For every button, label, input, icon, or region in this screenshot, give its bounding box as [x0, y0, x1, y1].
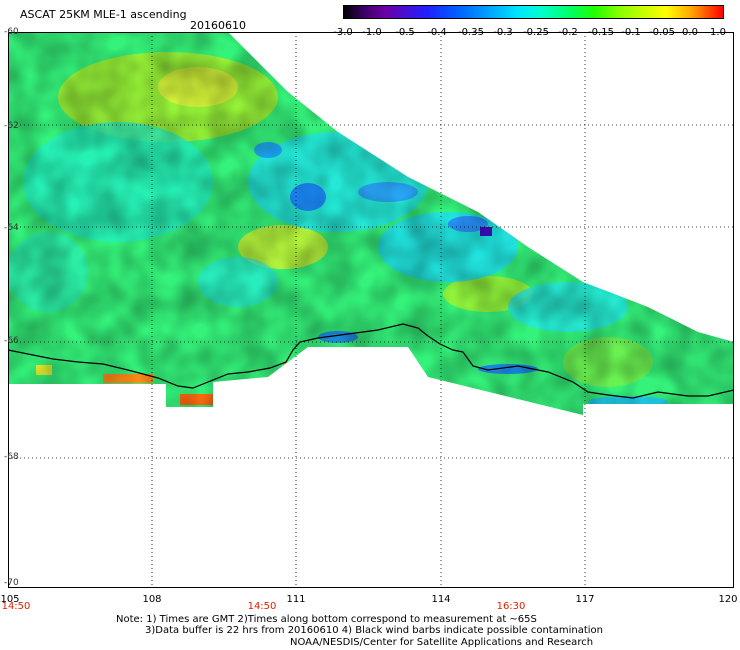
lon-label: 114	[431, 594, 451, 605]
lon-label: 120	[718, 594, 738, 605]
lat-lon-grid	[8, 32, 734, 588]
lat-label: -70	[4, 578, 19, 588]
note-line-1: Note: 1) Times are GMT 2)Times along bot…	[116, 614, 537, 625]
color-scale-bar	[343, 5, 724, 19]
lat-label: -62	[4, 121, 19, 131]
credit-line: NOAA/NESDIS/Center for Satellite Applica…	[290, 637, 594, 648]
lat-label: -68	[4, 452, 19, 462]
lat-label: -66	[4, 336, 19, 346]
note-line-2: 3)Data buffer is 22 hrs from 20160610 4)…	[145, 625, 603, 636]
lon-label: 117	[575, 594, 595, 605]
coastline	[8, 323, 734, 399]
product-title: ASCAT 25KM MLE-1 ascending	[20, 8, 187, 21]
lat-label: -64	[4, 223, 19, 233]
wind-map	[8, 32, 734, 588]
lon-label: 111	[286, 594, 306, 605]
product-date: 20160610	[190, 19, 246, 32]
map-frame	[8, 32, 734, 588]
lon-label: 105	[0, 594, 20, 605]
lat-label: -60	[4, 27, 19, 37]
time-label: 14:50	[1, 601, 31, 612]
time-label: 16:30	[496, 601, 526, 612]
lon-label: 108	[142, 594, 162, 605]
time-label: 14:50	[247, 601, 277, 612]
